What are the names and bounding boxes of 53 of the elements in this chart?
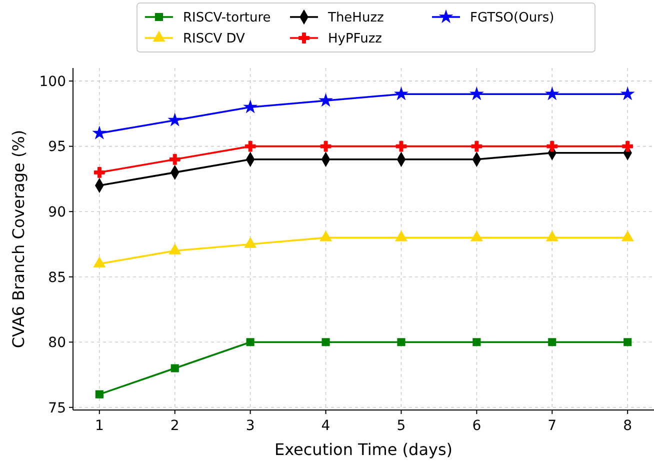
legend-label: HyPFuzz: [328, 32, 382, 47]
x-tick-label: 4: [321, 418, 330, 434]
point: [168, 114, 182, 126]
x-tick-label: 3: [246, 418, 255, 434]
x-tick-label: 8: [623, 418, 632, 434]
point: [395, 230, 408, 242]
point: [168, 244, 181, 254]
x-tick-label: 2: [170, 418, 180, 434]
point: [395, 88, 408, 100]
point: [95, 390, 104, 398]
x-axis-title: Execution Time (days): [274, 440, 453, 459]
point: [624, 338, 632, 346]
point: [471, 140, 482, 152]
point: [621, 88, 634, 100]
point: [244, 238, 256, 248]
y-tick-label: 75: [48, 400, 66, 416]
point: [546, 230, 558, 242]
x-tick-label: 1: [94, 418, 104, 434]
point: [246, 338, 254, 346]
point: [622, 230, 634, 242]
point: [622, 140, 634, 152]
point: [94, 166, 105, 178]
point: [170, 364, 179, 372]
point: [244, 140, 256, 152]
x-tick-label: 5: [396, 418, 406, 434]
legend-label: FGTSO(Ours): [470, 10, 554, 26]
y-tick-label: 85: [48, 270, 66, 286]
point: [470, 88, 483, 100]
point: [322, 338, 330, 346]
point: [470, 230, 483, 242]
point: [93, 126, 106, 139]
point: [320, 230, 332, 242]
y-tick-label: 100: [39, 74, 66, 90]
point: [397, 338, 406, 346]
point: [320, 94, 332, 106]
y-tick-label: 90: [48, 204, 66, 220]
legend-label: RISCV-torture: [183, 10, 271, 26]
point: [546, 88, 558, 100]
x-tick-label: 6: [472, 418, 482, 434]
point: [548, 338, 556, 346]
point: [244, 100, 256, 112]
point: [396, 140, 407, 152]
x-tick-label: 7: [548, 418, 557, 434]
legend-label: TheHuzz: [327, 10, 384, 26]
y-tick-label: 95: [48, 139, 66, 156]
point: [94, 257, 106, 268]
legend-label: RISCV DV: [183, 32, 246, 47]
point: [472, 338, 481, 346]
y-tick-label: 80: [48, 335, 66, 352]
point: [320, 140, 332, 152]
point: [169, 154, 180, 165]
y-axis-title: CVA6 Branch Coverage (%): [9, 130, 28, 348]
point: [546, 140, 558, 152]
